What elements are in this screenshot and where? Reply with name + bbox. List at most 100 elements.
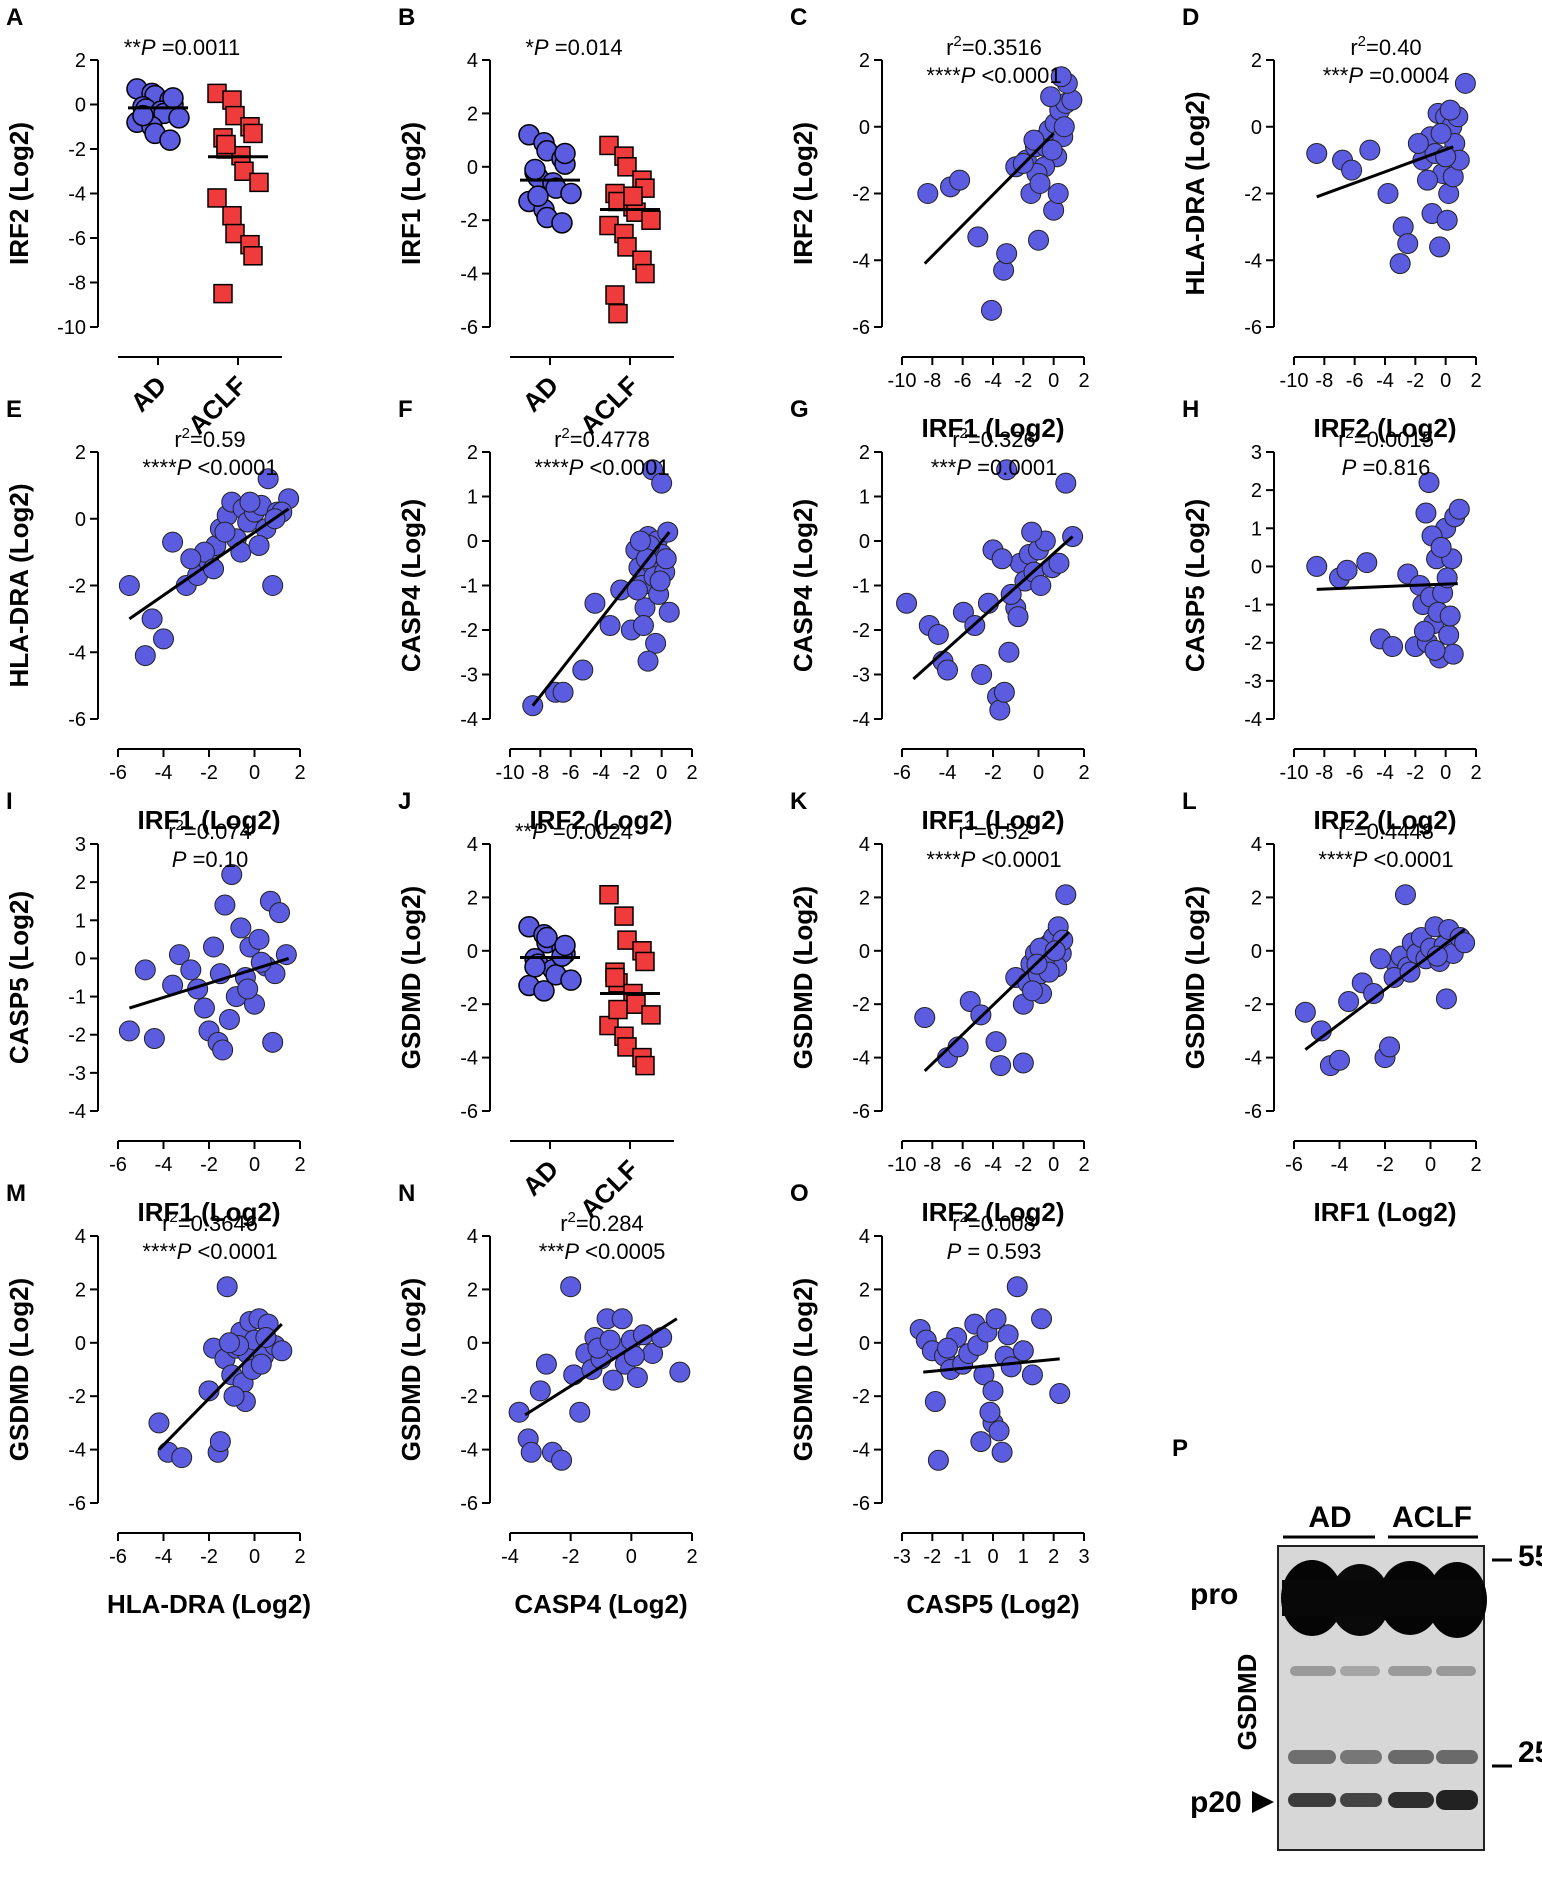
panel-label: B — [398, 4, 415, 31]
y-tick-label: -4 — [852, 1048, 870, 1070]
data-point — [153, 628, 174, 650]
regression-line — [912, 535, 1074, 681]
x-tick-label: -2 — [200, 1546, 218, 1568]
y-tick-label: -2 — [1244, 633, 1262, 655]
stat-p: =0.0004 — [1363, 63, 1449, 88]
blot-lane-ad-label: AD — [1308, 1501, 1351, 1534]
stat-r-sup: 2 — [1345, 817, 1353, 834]
y-axis-title: IRF1 (Log2) — [396, 122, 426, 265]
stat-p-value: *P =0.014 — [525, 35, 622, 60]
x-tick-label: -2 — [1376, 1154, 1394, 1176]
y-tick-label: -4 — [68, 1440, 86, 1462]
data-point-aclf — [635, 951, 655, 972]
data-point-aclf — [216, 134, 236, 155]
data-point — [269, 902, 291, 924]
panel-label: K — [790, 788, 808, 815]
y-tick-label: -1 — [852, 576, 870, 598]
data-point — [1435, 988, 1457, 1010]
data-point — [1379, 1036, 1401, 1058]
x-tick-label: -2 — [1406, 762, 1424, 784]
stat-p-label: P — [177, 455, 192, 480]
data-point — [262, 1031, 284, 1053]
stat-r2-value: =0.3516 — [962, 35, 1042, 60]
x-tick-label: -10 — [1280, 370, 1309, 392]
stat-p: <0.0001 — [191, 455, 277, 480]
y-tick-label: -4 — [460, 1048, 478, 1070]
data-point — [1294, 1001, 1316, 1023]
stat-r2-value: =0.326 — [968, 427, 1036, 452]
x-tick-label: 2 — [1078, 370, 1089, 392]
stat-r2: r2=0.3646 — [162, 1209, 258, 1236]
stat-p-label: P — [961, 847, 976, 872]
blot-band-mid-3 — [1388, 1750, 1434, 1764]
stat-r-sup: 2 — [1345, 425, 1353, 442]
x-tick-label: 0 — [1048, 370, 1059, 392]
data-point — [1021, 1364, 1043, 1386]
data-point-aclf — [225, 105, 245, 126]
stat-stars: **** — [142, 455, 177, 480]
y-tick-label: -4 — [1244, 1048, 1262, 1070]
y-tick-label: -4 — [460, 709, 478, 731]
y-tick-label: -2 — [460, 994, 478, 1016]
y-axis-title: GSDMD (Log2) — [396, 886, 426, 1069]
data-point — [1415, 502, 1437, 524]
data-point-aclf — [225, 223, 245, 244]
y-tick-label: -2 — [68, 1386, 86, 1408]
y-tick-label: 2 — [75, 50, 86, 72]
y-tick-label: 2 — [75, 442, 86, 464]
data-point — [508, 1401, 530, 1423]
stat-p-label: P — [534, 35, 549, 60]
data-point — [118, 1020, 140, 1042]
stat-p-value: P = 0.593 — [947, 1239, 1042, 1264]
stat-r-sup: 2 — [960, 425, 968, 442]
x-tick-label: 0 — [656, 762, 667, 784]
data-point — [937, 1337, 958, 1359]
data-point — [1044, 940, 1066, 962]
data-point — [982, 1380, 1004, 1402]
y-tick-label: -3 — [1244, 671, 1262, 693]
stat-p: =0.10 — [186, 847, 248, 872]
stat-p-label: P — [177, 1239, 192, 1264]
data-point — [996, 459, 1018, 481]
stat-p-value: ****P <0.0001 — [142, 455, 277, 480]
x-tick-label: 2 — [1470, 762, 1481, 784]
regression-line — [531, 531, 671, 707]
y-axis-title: CASP5 (Log2) — [4, 891, 34, 1064]
stat-r2: r2=0.4448 — [1338, 817, 1434, 844]
stat-r2: r2=0.284 — [560, 1209, 644, 1236]
data-point — [1363, 983, 1385, 1005]
data-point — [970, 1431, 992, 1453]
data-point — [230, 917, 252, 939]
data-point — [1454, 932, 1476, 954]
data-point-aclf — [605, 285, 625, 305]
stat-r2-value: =0.008 — [968, 1211, 1036, 1236]
data-point — [997, 1324, 1019, 1346]
stat-r2: r2=0.59 — [174, 425, 245, 452]
data-point-aclf — [641, 1005, 661, 1025]
data-point — [637, 650, 659, 672]
y-axis-title: GSDMD (Log2) — [788, 886, 818, 1069]
panel-label: G — [790, 396, 809, 423]
y-tick-label: 0 — [75, 1333, 86, 1355]
x-tick-label: 0 — [1440, 762, 1451, 784]
data-point — [1336, 559, 1358, 581]
stat-stars: **** — [926, 63, 961, 88]
stat-p-value: ***P <0.0005 — [539, 1239, 666, 1264]
stat-p: <0.0005 — [579, 1239, 665, 1264]
stat-stars: *** — [931, 455, 957, 480]
x-tick-label: -2 — [1014, 370, 1032, 392]
blot-label-pro: pro — [1190, 1578, 1238, 1611]
stat-p-value: ****P <0.0001 — [142, 1239, 277, 1264]
y-tick-label: 2 — [1251, 480, 1262, 502]
data-point-aclf — [635, 263, 655, 284]
regression-line — [524, 1317, 678, 1417]
data-point — [1048, 552, 1070, 574]
x-tick-label: 3 — [1078, 1546, 1089, 1568]
y-tick-label: -1 — [1244, 595, 1262, 617]
